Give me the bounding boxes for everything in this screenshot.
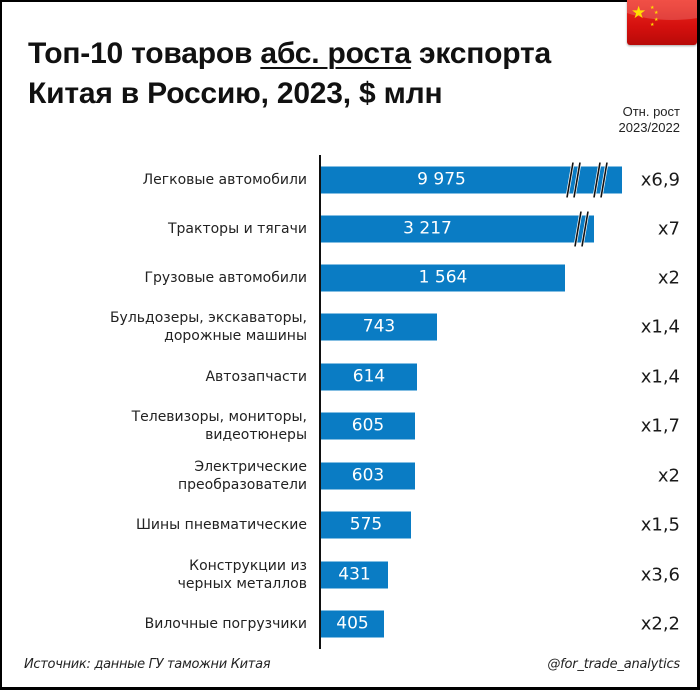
y-axis-line — [319, 155, 321, 649]
bar-row: Электрические преобразователи 603 x2 — [0, 452, 700, 501]
data-bar: 614 — [321, 363, 417, 391]
bar-row: Телевизоры, мониторы, видеотюнеры 605 x1,7 — [0, 402, 700, 451]
growth-ratio: x2 — [657, 267, 680, 289]
flag-small-star-icon: ★ — [650, 22, 655, 28]
category-label-line-1: Телевизоры, мониторы, — [131, 409, 307, 425]
category-label: Грузовые автомобили — [144, 269, 307, 287]
growth-ratio: x1,5 — [640, 514, 680, 536]
axis-break-icon — [592, 162, 609, 198]
author-handle: @for_trade_analytics — [547, 657, 680, 672]
category-label-line-1: Бульдозеры, экскаваторы, — [109, 310, 307, 326]
bar-row: Конструкции из черных металлов 431 x3,6 — [0, 551, 700, 600]
category-label-line-1: Автозапчасти — [205, 369, 307, 385]
title-line-1: Топ-10 товаров абс. роста экспорта — [28, 34, 551, 74]
growth-ratio: x1,4 — [640, 366, 680, 388]
bar-row: Легковые автомобили 9 975 x6,9 — [0, 156, 700, 205]
growth-ratio: x2 — [657, 465, 680, 487]
category-label-line-1: Электрические — [194, 459, 307, 475]
category-label: Вилочные погрузчики — [145, 615, 307, 633]
bar-row: Бульдозеры, экскаваторы, дорожные машины 7… — [0, 303, 700, 352]
bar-value-label: 614 — [352, 366, 386, 387]
category-label-line-2: дорожные машины — [164, 328, 307, 344]
category-label: Телевизоры, мониторы, видеотюнеры — [132, 408, 307, 444]
category-label: Электрические преобразователи — [178, 458, 307, 494]
category-label: Автозапчасти — [205, 368, 307, 386]
bar-value-label: 405 — [336, 613, 369, 634]
title-text-a: Топ-10 товаров — [28, 37, 261, 70]
data-bar: 3 217 — [321, 211, 594, 247]
category-label-line-1: Тракторы и тягачи — [167, 221, 307, 237]
data-bar: 743 — [321, 313, 437, 341]
ratio-header-line-2: 2023/2022 — [618, 120, 680, 135]
category-label: Шины пневматические — [136, 516, 307, 534]
axis-break-icon — [565, 162, 582, 198]
category-label: Бульдозеры, экскаваторы, дорожные машины — [110, 309, 307, 345]
data-bar: 603 — [321, 462, 415, 490]
category-label-line-1: Шины пневматические — [135, 517, 307, 533]
bar-value-label: 603 — [351, 465, 385, 486]
category-label-line-2: черных металлов — [177, 576, 307, 592]
bar-value-label: 605 — [351, 415, 385, 436]
bar-value-label: 743 — [362, 316, 396, 337]
title-text-b: экспорта — [410, 37, 552, 70]
axis-break-icon — [573, 211, 590, 247]
category-label-line-2: преобразователи — [178, 477, 307, 493]
growth-ratio: x1,7 — [640, 415, 680, 437]
growth-ratio: x1,4 — [640, 316, 680, 338]
category-label-line-1: Вилочные погрузчики — [144, 616, 307, 632]
category-label: Тракторы и тягачи — [168, 220, 307, 238]
flag-big-star-icon: ★ — [631, 3, 647, 23]
bar-value-label: 575 — [349, 514, 383, 535]
growth-ratio: x6,9 — [640, 169, 680, 191]
ratio-header-line-1: Отн. рост — [622, 104, 680, 119]
ratio-column-header: Отн. рост 2023/2022 — [619, 104, 680, 136]
flag-small-star-icon: ★ — [654, 17, 659, 23]
flag-gloss — [627, 0, 697, 20]
category-label-line-1: Конструкции из — [189, 558, 307, 574]
category-label: Конструкции из черных металлов — [178, 557, 307, 593]
category-label-line-1: Грузовые автомобили — [144, 270, 307, 286]
flag-small-star-icon: ★ — [654, 10, 659, 16]
bar-row: Грузовые автомобили 1 564 x2 — [0, 254, 700, 303]
bar-value-label: 3 217 — [403, 218, 452, 239]
data-bar: 1 564 — [321, 264, 565, 292]
source-note: Источник: данные ГУ таможни Китая — [24, 657, 271, 672]
growth-ratio: x3,6 — [640, 564, 680, 586]
data-bar: 9 975 — [321, 162, 622, 198]
growth-ratio: x7 — [657, 218, 680, 240]
data-bar: 605 — [321, 412, 415, 440]
bar-value-label: 9 975 — [417, 169, 466, 190]
flag-small-star-icon: ★ — [650, 5, 655, 11]
bar-value-label: 431 — [338, 564, 371, 585]
title-underlined: абс. роста — [260, 37, 411, 70]
bar-row: Автозапчасти 614 x1,4 — [0, 353, 700, 402]
growth-ratio: x2,2 — [640, 613, 680, 635]
data-bar: 405 — [321, 610, 384, 638]
chart-title: Топ-10 товаров абс. роста экспорта Китая… — [28, 34, 551, 114]
china-flag-icon: ★ ★ ★ ★ ★ — [627, 0, 697, 45]
bar-row: Шины пневматические 575 x1,5 — [0, 501, 700, 550]
data-bar: 431 — [321, 561, 388, 589]
category-label-line-2: видеотюнеры — [205, 427, 307, 443]
data-bar: 575 — [321, 511, 411, 539]
title-line-2: Китая в Россию, 2023, $ млн — [28, 77, 443, 110]
category-label-line-1: Легковые автомобили — [142, 172, 307, 188]
bar-row: Вилочные погрузчики 405 x2,2 — [0, 600, 700, 649]
category-label: Легковые автомобили — [143, 171, 307, 189]
bar-row: Тракторы и тягачи 3 217 x7 — [0, 205, 700, 254]
bar-value-label: 1 564 — [418, 267, 468, 288]
